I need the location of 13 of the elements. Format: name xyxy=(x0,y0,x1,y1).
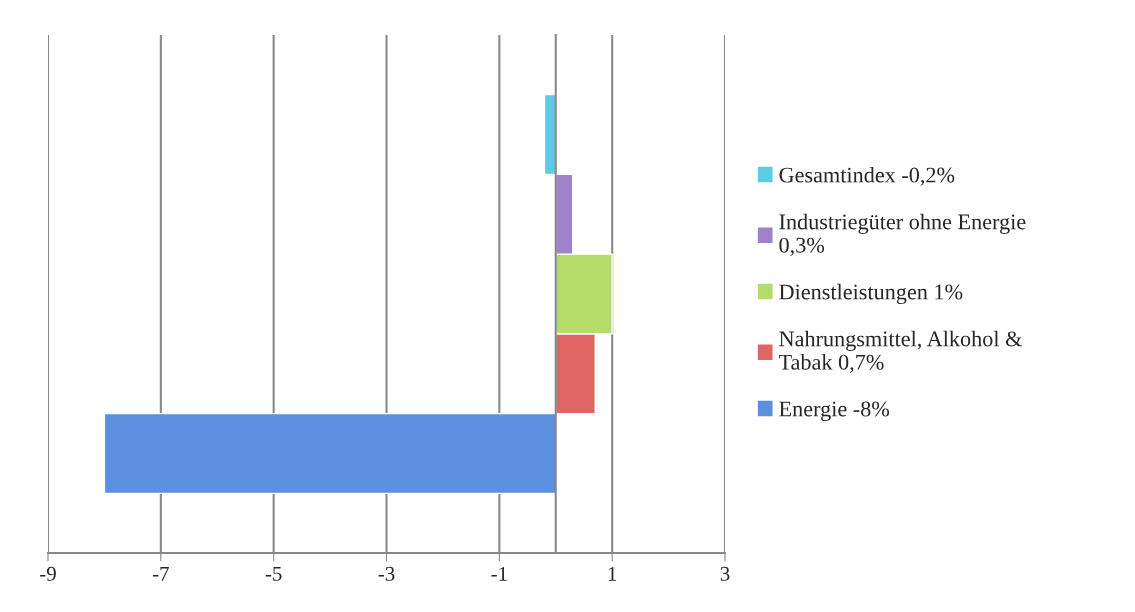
x-tick-label: -7 xyxy=(152,567,169,581)
bar xyxy=(103,412,557,495)
legend-label: Industriegüter ohne Energie 0,3% xyxy=(779,213,1026,256)
legend-label: Dienstleistungen 1% xyxy=(779,283,963,305)
x-tick-label: -5 xyxy=(265,567,282,581)
x-tick-label: -3 xyxy=(378,566,395,581)
x-tick-label: -9 xyxy=(40,566,56,581)
legend-label: Energie -8% xyxy=(779,401,890,422)
legend-label: Gesamtindex -0,2% xyxy=(779,166,955,186)
x-tick-label: -1 xyxy=(491,566,507,581)
x-tick-label: 3 xyxy=(720,566,730,581)
x-tick-label: 1 xyxy=(608,566,617,581)
legend-label: Nahrungsmittel, Alkohol & Tabak 0,7% xyxy=(778,330,1022,373)
